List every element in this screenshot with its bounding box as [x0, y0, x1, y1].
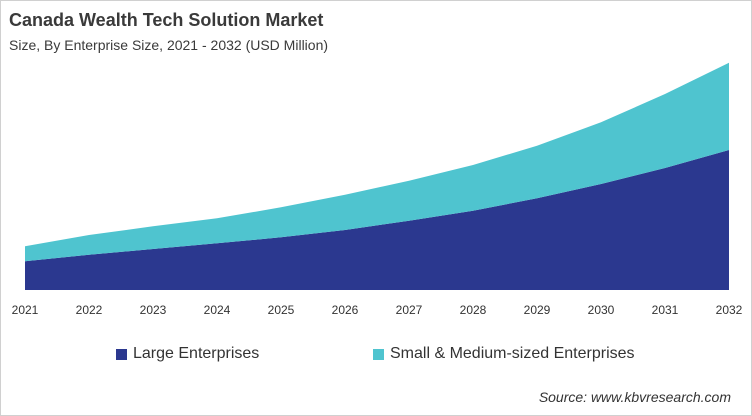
legend-item-large: Large Enterprises [116, 345, 259, 363]
chart-subtitle: Size, By Enterprise Size, 2021 - 2032 (U… [9, 37, 329, 53]
chart-title: Canada Wealth Tech Solution Market [9, 10, 324, 30]
legend-swatch-sme [373, 348, 384, 360]
area-series-1 [25, 62, 729, 262]
source-note: Source: www.kbvresearch.com [538, 389, 731, 405]
x-tick-label: 2029 [524, 303, 551, 317]
x-tick-label: 2023 [140, 303, 167, 317]
x-tick-label: 2026 [332, 303, 359, 317]
legend-label-large: Large Enterprises [133, 345, 260, 362]
x-tick-label: 2028 [460, 303, 487, 317]
area-series-0 [25, 150, 729, 290]
x-tick-label: 2032 [716, 303, 743, 317]
legend-label-sme: Small & Medium-sized Enterprises [390, 345, 635, 362]
x-tick-label: 2031 [652, 303, 679, 317]
x-tick-label: 2022 [76, 303, 103, 317]
x-tick-label: 2027 [396, 303, 423, 317]
legend-item-sme: Small & Medium-sized Enterprises [373, 345, 635, 363]
x-tick-label: 2021 [12, 303, 39, 317]
legend-swatch-large [116, 348, 127, 360]
x-tick-label: 2024 [204, 303, 231, 317]
x-tick-label: 2025 [268, 303, 295, 317]
x-tick-label: 2030 [588, 303, 615, 317]
